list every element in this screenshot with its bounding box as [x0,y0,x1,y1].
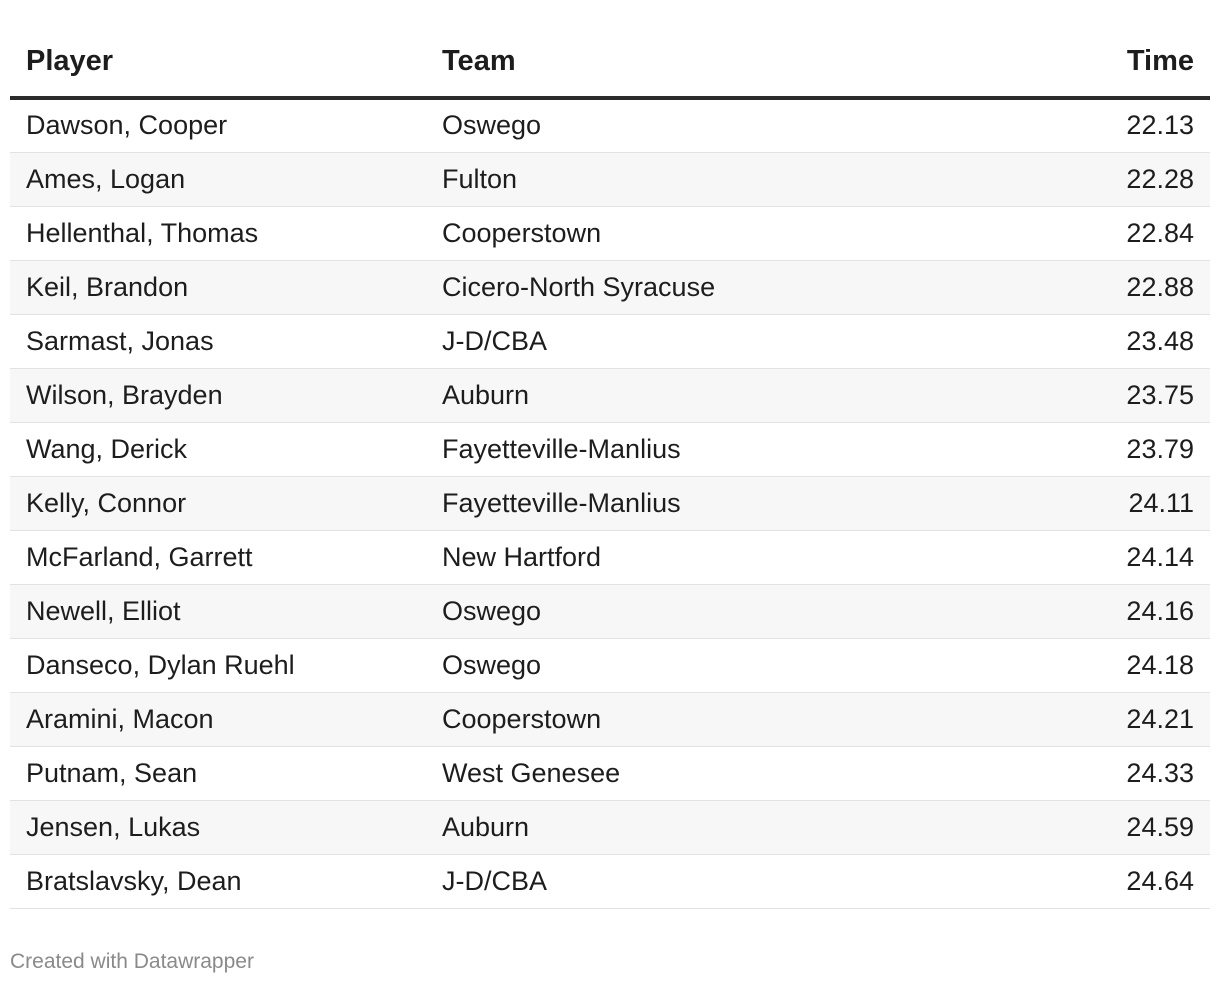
header-cell[interactable]: Time [1026,0,1210,100]
table-cell: Keil, Brandon [10,260,426,315]
table-cell: Oswego [426,98,1026,153]
table-cell: 22.28 [1026,152,1210,207]
table-cell: Auburn [426,368,1026,423]
table-cell: J-D/CBA [426,854,1026,909]
table-cell: 24.18 [1026,638,1210,693]
table-cell: Dawson, Cooper [10,98,426,153]
table-row: Aramini, Macon Cooperstown 24.21 [10,692,1210,747]
table-cell: 24.21 [1026,692,1210,747]
table-header: Player Team Time [10,0,1210,100]
table-cell: Newell, Elliot [10,584,426,639]
table-cell: Wang, Derick [10,422,426,477]
table-cell: West Genesee [426,746,1026,801]
table-row: Wilson, Brayden Auburn 23.75 [10,368,1210,423]
table-row: Danseco, Dylan Ruehl Oswego 24.18 [10,638,1210,693]
table-row: Wang, Derick Fayetteville-Manlius 23.79 [10,422,1210,477]
table-row: Jensen, Lukas Auburn 24.59 [10,800,1210,855]
table-cell: 22.88 [1026,260,1210,315]
table-row: Kelly, Connor Fayetteville-Manlius 24.11 [10,476,1210,531]
table-row: McFarland, Garrett New Hartford 24.14 [10,530,1210,585]
table-cell: Fayetteville-Manlius [426,476,1026,531]
table-cell: 24.11 [1026,476,1210,531]
table-cell: Fulton [426,152,1026,207]
table-cell: 24.59 [1026,800,1210,855]
table-body: Dawson, Cooper Oswego 22.13 Ames, Logan Fult… [10,98,1210,909]
table-cell: Jensen, Lukas [10,800,426,855]
header-cell[interactable]: Team [426,0,1026,100]
table-cell: Cicero-North Syracuse [426,260,1026,315]
table-row: Putnam, Sean West Genesee 24.33 [10,746,1210,801]
table-row: Dawson, Cooper Oswego 22.13 [10,98,1210,153]
table-row: Bratslavsky, Dean J-D/CBA 24.64 [10,854,1210,909]
table-row: Newell, Elliot Oswego 24.16 [10,584,1210,639]
table-cell: Fayetteville-Manlius [426,422,1026,477]
table-cell: Sarmast, Jonas [10,314,426,369]
table-cell: Putnam, Sean [10,746,426,801]
table-row: Ames, Logan Fulton 22.28 [10,152,1210,207]
table-row: Keil, Brandon Cicero-North Syracuse 22.88 [10,260,1210,315]
table-cell: Aramini, Macon [10,692,426,747]
table-cell: 23.79 [1026,422,1210,477]
table-cell: Wilson, Brayden [10,368,426,423]
table-row: Sarmast, Jonas J-D/CBA 23.48 [10,314,1210,369]
table-cell: Ames, Logan [10,152,426,207]
header-cell[interactable]: Player [10,0,426,100]
table-cell: 23.48 [1026,314,1210,369]
table-container: Player Team Time Dawson, Cooper Oswego 22.… [10,0,1210,909]
header-row: Player Team Time [10,0,1210,100]
table: Player Team Time Dawson, Cooper Oswego 22.… [10,0,1210,909]
table-cell: Auburn [426,800,1026,855]
table-cell: Bratslavsky, Dean [10,854,426,909]
table-cell: Hellenthal, Thomas [10,206,426,261]
table-cell: 22.13 [1026,98,1210,153]
table-cell: 24.16 [1026,584,1210,639]
table-cell: Oswego [426,638,1026,693]
table-cell: New Hartford [426,530,1026,585]
table-cell: Cooperstown [426,692,1026,747]
table-cell: 22.84 [1026,206,1210,261]
table-cell: 24.64 [1026,854,1210,909]
table-cell: 24.33 [1026,746,1210,801]
table-cell: 23.75 [1026,368,1210,423]
table-cell: Oswego [426,584,1026,639]
table-cell: J-D/CBA [426,314,1026,369]
footer-credit: Created with Datawrapper [10,950,254,973]
table-cell: Cooperstown [426,206,1026,261]
table-cell: Danseco, Dylan Ruehl [10,638,426,693]
table-row: Hellenthal, Thomas Cooperstown 22.84 [10,206,1210,261]
table-cell: Kelly, Connor [10,476,426,531]
table-cell: 24.14 [1026,530,1210,585]
table-cell: McFarland, Garrett [10,530,426,585]
